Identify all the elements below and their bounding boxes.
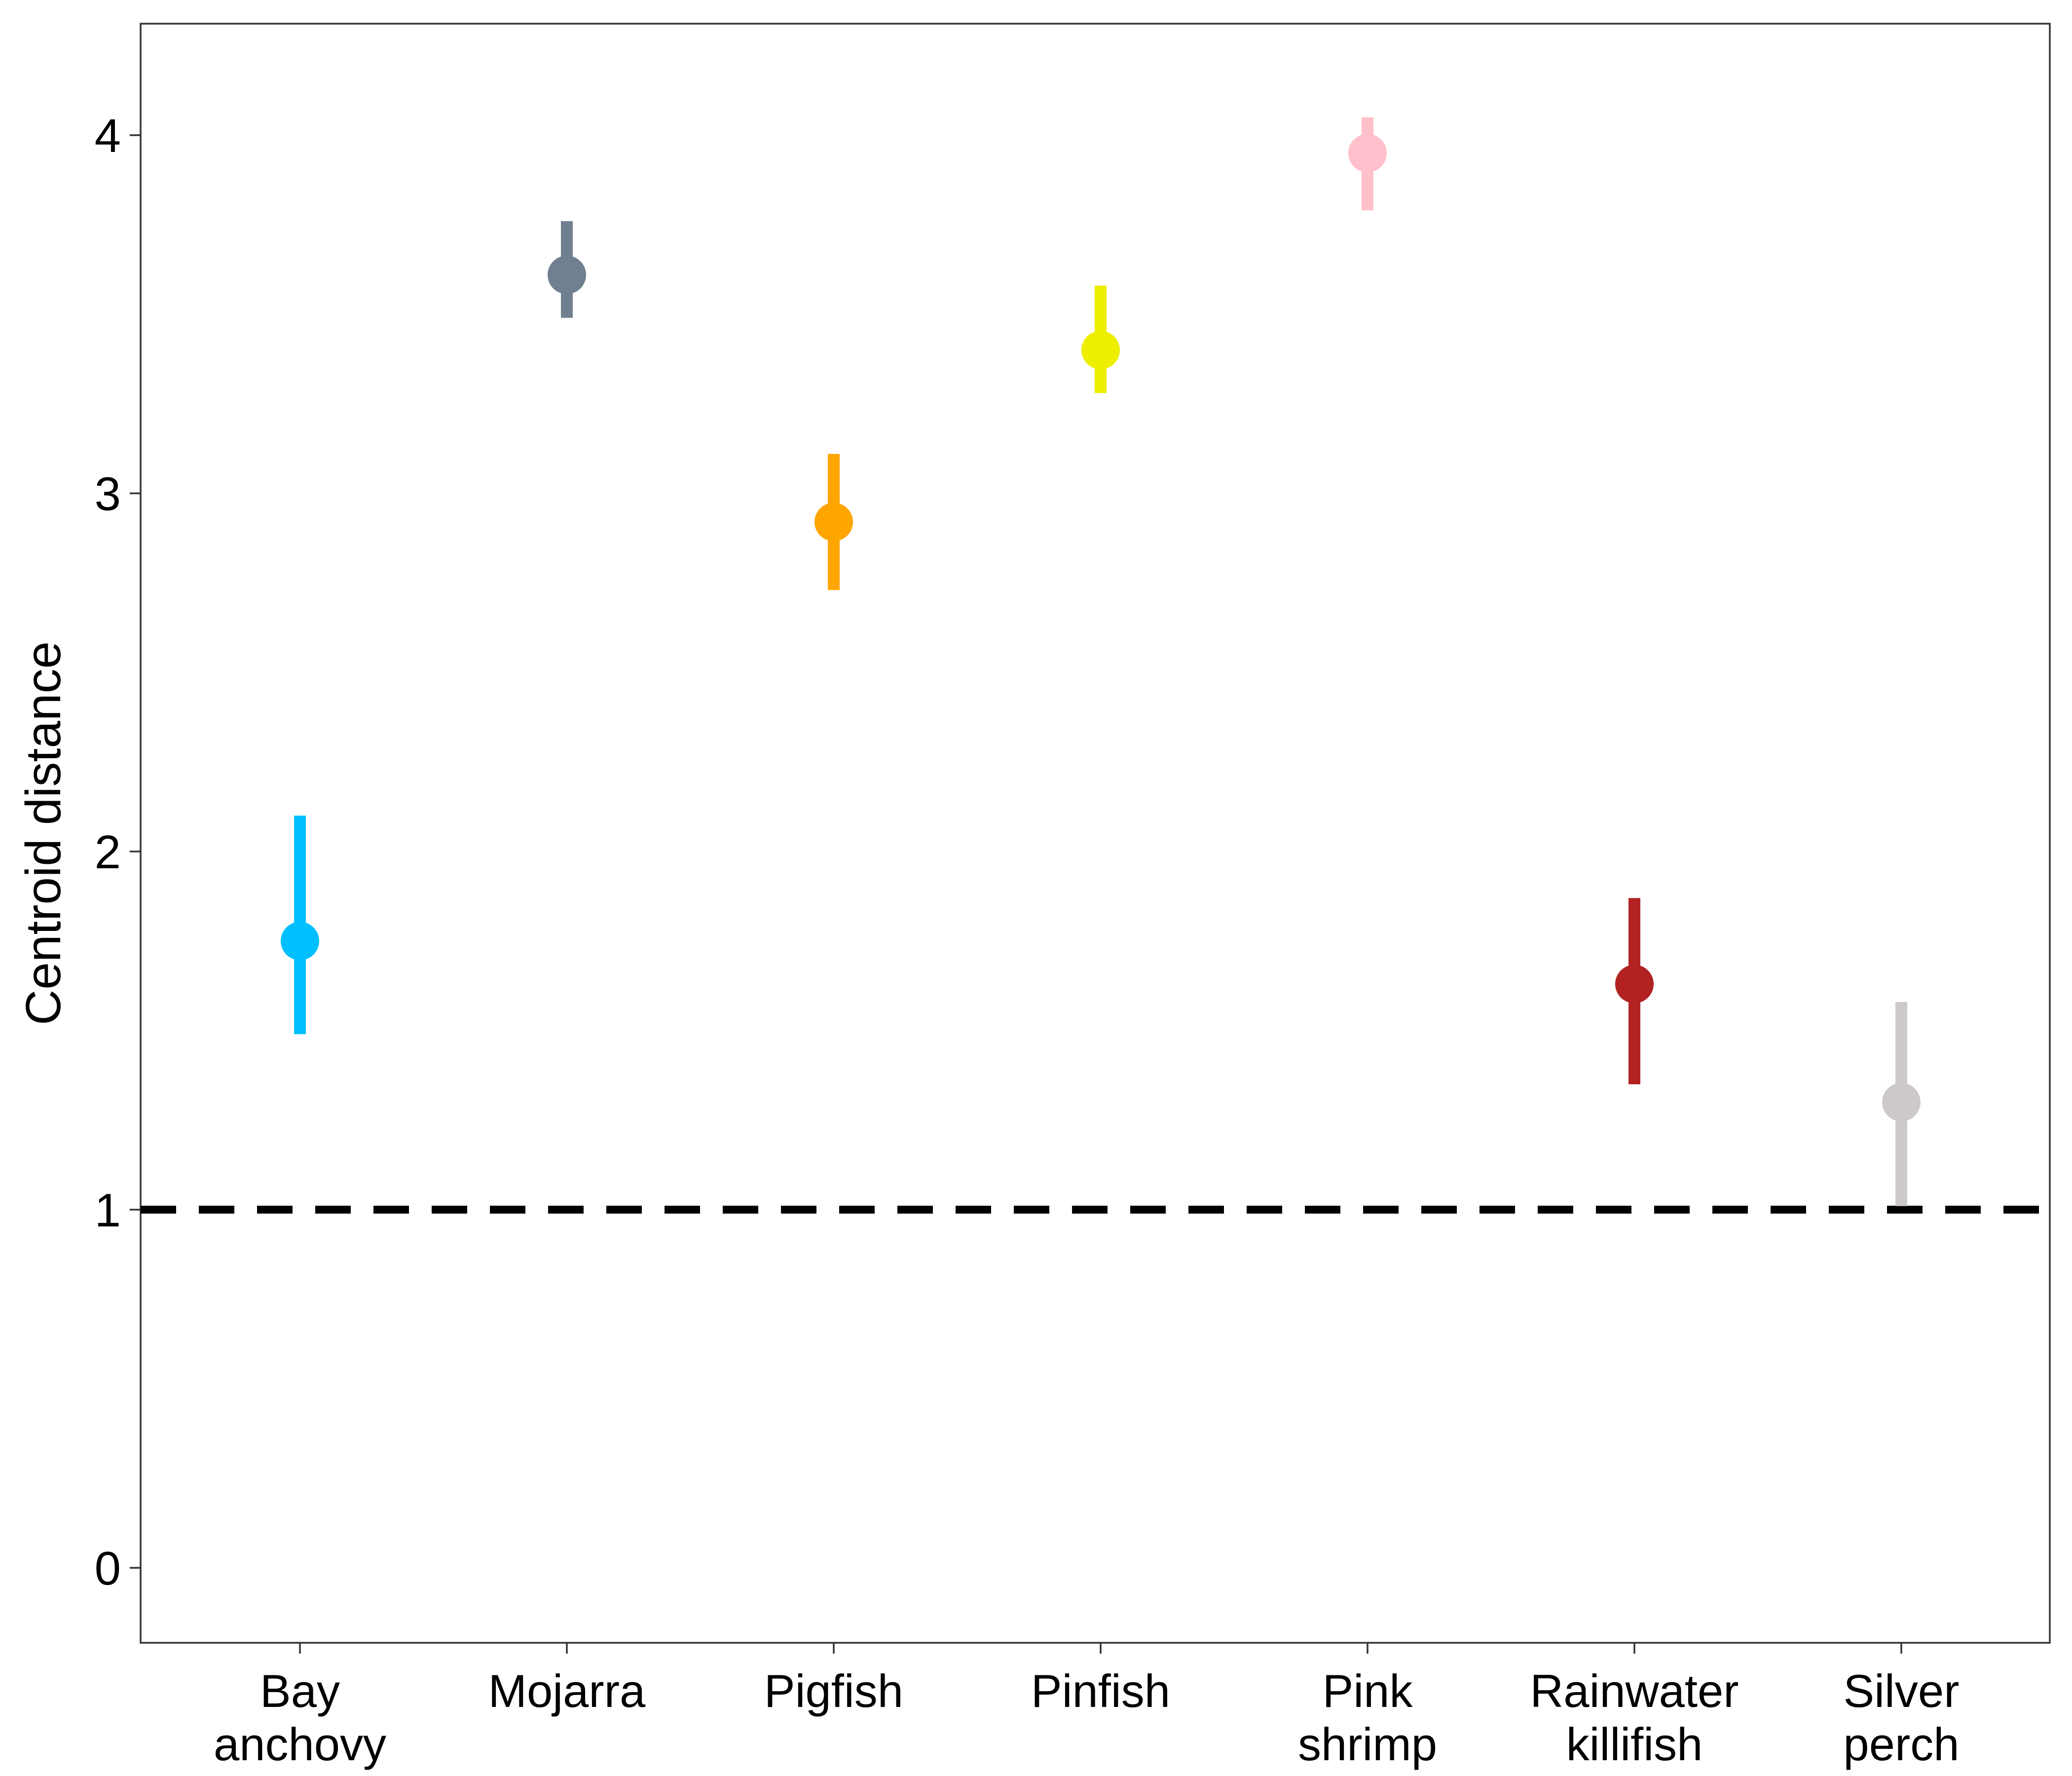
y-tick-label: 1: [95, 1184, 121, 1237]
y-axis-title: Centroid distance: [16, 641, 71, 1025]
x-tick-label-line: Rainwater: [1530, 1665, 1739, 1717]
y-tick-label: 3: [95, 468, 121, 520]
y-tick-label: 0: [95, 1542, 121, 1595]
data-marks: [281, 117, 1921, 1206]
x-tick-label-line: Pigfish: [764, 1665, 903, 1717]
y-axis: 0 1 2 3 4: [95, 110, 141, 1595]
plot-panel: [140, 23, 2051, 1644]
x-tick-label-line: Pink: [1323, 1665, 1413, 1717]
x-tick-label-line: Silver: [1843, 1665, 1959, 1717]
data-point: [814, 503, 853, 542]
data-point: [1882, 1083, 1921, 1122]
x-tick-label: Bay anchovy: [214, 1665, 386, 1770]
x-tick-label-line: Pinfish: [1031, 1665, 1170, 1717]
x-tick-label-line: shrimp: [1298, 1718, 1437, 1770]
data-point: [548, 256, 586, 295]
x-tick-label: Mojarra: [488, 1665, 646, 1717]
x-tick-label: Pink shrimp: [1298, 1665, 1437, 1770]
data-point: [1081, 331, 1120, 370]
x-tick-label: Silver perch: [1843, 1665, 1959, 1770]
x-tick-label-line: Bay: [260, 1665, 340, 1717]
x-tick-label: Rainwater killifish: [1530, 1665, 1739, 1770]
x-tick-label-line: killifish: [1566, 1718, 1703, 1770]
y-tick-label: 2: [95, 826, 121, 879]
x-tick-label: Pigfish: [764, 1665, 903, 1717]
x-tick-label-line: perch: [1843, 1718, 1959, 1770]
x-tick-label-line: Mojarra: [488, 1665, 646, 1717]
x-tick-label: Pinfish: [1031, 1665, 1170, 1717]
y-tick-label: 4: [95, 110, 121, 162]
x-axis: Bay anchovy Mojarra Pigfish Pinfish Pink shrim…: [214, 1643, 1960, 1770]
data-point: [1615, 964, 1654, 1003]
data-point: [281, 922, 319, 961]
data-point: [1348, 134, 1387, 173]
x-tick-label-line: anchovy: [214, 1718, 386, 1770]
